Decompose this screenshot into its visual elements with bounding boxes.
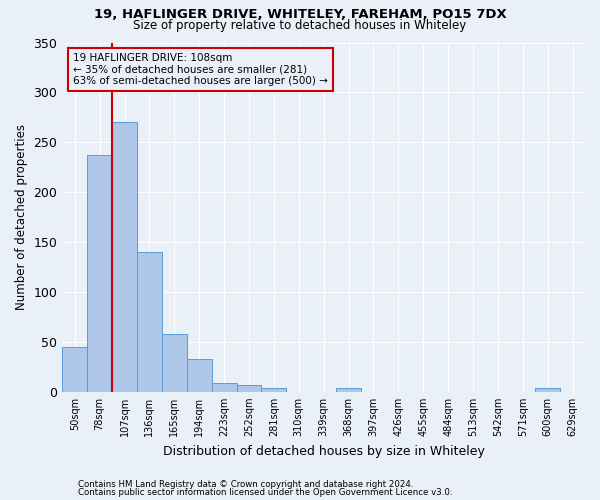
Text: 19 HAFLINGER DRIVE: 108sqm
← 35% of detached houses are smaller (281)
63% of sem: 19 HAFLINGER DRIVE: 108sqm ← 35% of deta… [73, 53, 328, 86]
Text: Contains public sector information licensed under the Open Government Licence v3: Contains public sector information licen… [78, 488, 452, 497]
Bar [336, 388, 361, 392]
Bar [137, 252, 162, 392]
Text: Contains HM Land Registry data © Crown copyright and database right 2024.: Contains HM Land Registry data © Crown c… [78, 480, 413, 489]
Bar [112, 122, 137, 392]
Bar [187, 359, 212, 392]
Bar [212, 383, 236, 392]
Text: Size of property relative to detached houses in Whiteley: Size of property relative to detached ho… [133, 19, 467, 32]
Bar [236, 385, 262, 392]
Bar [62, 347, 87, 392]
Bar [162, 334, 187, 392]
Bar [87, 156, 112, 392]
Text: 19, HAFLINGER DRIVE, WHITELEY, FAREHAM, PO15 7DX: 19, HAFLINGER DRIVE, WHITELEY, FAREHAM, … [94, 8, 506, 20]
X-axis label: Distribution of detached houses by size in Whiteley: Distribution of detached houses by size … [163, 444, 485, 458]
Bar [535, 388, 560, 392]
Bar [262, 388, 286, 392]
Y-axis label: Number of detached properties: Number of detached properties [15, 124, 28, 310]
